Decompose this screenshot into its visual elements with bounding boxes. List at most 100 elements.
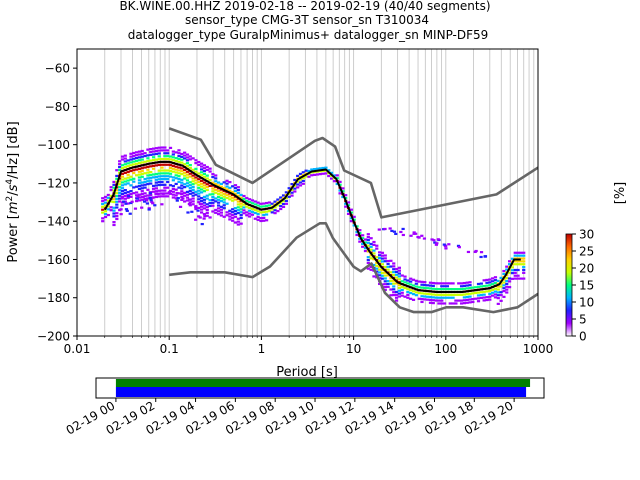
heatmap-cell — [151, 202, 155, 205]
heatmap-cell — [284, 202, 288, 205]
heatmap-cell — [423, 286, 427, 289]
heatmap-cell — [417, 297, 421, 300]
heatmap-cell — [516, 254, 520, 257]
heatmap-cell — [440, 288, 444, 291]
heatmap-cell — [383, 283, 387, 286]
heatmap-cell — [409, 280, 413, 283]
heatmap-cell — [177, 177, 181, 181]
heatmap-cell — [122, 200, 126, 203]
heatmap-cell — [369, 242, 373, 246]
heatmap-cell — [137, 179, 142, 182]
heatmap-cell — [228, 181, 232, 184]
heatmap-cell — [148, 192, 152, 195]
heatmap-cell — [233, 212, 238, 216]
heatmap-cell — [211, 181, 215, 184]
heatmap-cell — [180, 181, 184, 184]
heatmap-cell — [149, 170, 153, 174]
heatmap-cell — [214, 211, 218, 214]
heatmap-cell — [118, 168, 122, 172]
heatmap-cell — [219, 208, 223, 211]
heatmap-cell — [199, 205, 204, 208]
heatmap-cell — [293, 187, 297, 190]
heatmap-cell — [157, 169, 161, 172]
heatmap-cell — [457, 293, 461, 296]
heatmap-cell — [380, 271, 385, 275]
heatmap-cell — [199, 171, 204, 174]
heatmap-cell — [479, 251, 484, 254]
heatmap-cell — [466, 250, 471, 254]
heatmap-cell — [101, 200, 105, 203]
heatmap-cell — [112, 223, 116, 227]
heatmap-cell — [493, 293, 498, 296]
heatmap-cell — [242, 212, 246, 215]
heatmap-cell — [135, 159, 139, 163]
heatmap-cell — [403, 281, 407, 284]
heatmap-cell — [183, 171, 187, 174]
heatmap-cell — [118, 160, 122, 163]
heatmap-cell — [378, 254, 382, 257]
heatmap-cell — [157, 189, 161, 192]
heatmap-cell — [273, 200, 277, 203]
heatmap-cell — [140, 206, 144, 209]
heatmap-cell — [507, 277, 512, 280]
heatmap-cell — [454, 288, 458, 291]
heatmap-cell — [434, 243, 438, 246]
heatmap-cell — [442, 243, 446, 246]
heatmap-cell — [208, 170, 212, 173]
heatmap-cell — [171, 193, 175, 196]
heatmap-cell — [129, 164, 133, 167]
heatmap-cell — [208, 202, 212, 205]
heatmap-cell — [443, 288, 447, 291]
heatmap-cell — [394, 299, 399, 302]
heatmap-cell — [150, 200, 154, 203]
heatmap-cell — [496, 297, 500, 300]
heatmap-cell — [510, 272, 515, 275]
heatmap-cell — [214, 191, 218, 194]
heatmap-cell — [109, 209, 113, 212]
heatmap-cell — [491, 288, 495, 291]
heatmap-cell — [225, 211, 229, 214]
heatmap-cell — [197, 178, 201, 181]
heatmap-cell — [409, 283, 413, 286]
heatmap-cell — [166, 175, 170, 178]
heatmap-cell — [197, 215, 201, 218]
heatmap-cell — [485, 278, 489, 282]
heatmap-cell — [236, 217, 240, 220]
heatmap-cell — [208, 199, 212, 202]
heatmap-cell — [403, 295, 407, 298]
heatmap-cell — [129, 155, 133, 158]
heatmap-cell — [456, 244, 461, 247]
heatmap-cell — [250, 210, 255, 213]
heatmap-cell — [151, 190, 156, 193]
heatmap-cell — [171, 190, 175, 193]
heatmap-cell — [482, 293, 486, 296]
heatmap-cell — [366, 233, 370, 236]
heatmap-cell — [479, 282, 483, 285]
heatmap-cell — [361, 245, 365, 248]
heatmap-cell — [197, 201, 201, 204]
heatmap-cell — [496, 302, 500, 305]
heatmap-cell — [199, 182, 204, 185]
heatmap-cell — [177, 186, 181, 189]
heatmap-cell — [135, 162, 139, 165]
heatmap-cell — [225, 194, 229, 197]
heatmap-cell — [231, 216, 235, 219]
heatmap-cell — [502, 278, 506, 281]
heatmap-cell — [239, 216, 243, 220]
heatmap-cell — [202, 181, 207, 184]
heatmap-cell — [462, 287, 466, 290]
heatmap-cell — [120, 204, 125, 207]
heatmap-cell — [432, 239, 436, 242]
y-tick-label: −100 — [37, 138, 70, 152]
heatmap-cell — [482, 299, 486, 302]
heatmap-cell — [496, 291, 500, 294]
heatmap-cell — [120, 178, 125, 181]
heatmap-cell — [132, 157, 136, 160]
heatmap-cell — [465, 295, 469, 299]
heatmap-cell — [434, 299, 438, 302]
y-tick-label: −200 — [37, 330, 70, 344]
heatmap-cell — [443, 302, 447, 305]
heatmap-cell — [149, 176, 153, 179]
heatmap-cell — [361, 237, 365, 240]
heatmap-cell — [392, 273, 396, 277]
